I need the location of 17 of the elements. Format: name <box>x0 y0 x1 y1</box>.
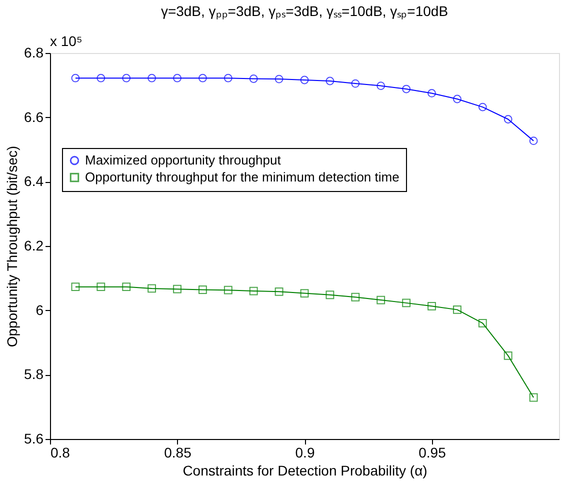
y-tick-label: 6.6 <box>24 108 44 125</box>
y-tick-label: 6.8 <box>24 44 44 60</box>
text: x 10⁵ <box>50 33 82 49</box>
y-axis-title: Opportunity Throughput (bit/sec) <box>4 146 20 348</box>
x-axis-title: Constraints for Detection Probability (α) <box>182 462 428 478</box>
chart-title: γ=3dB, γₚₚ=3dB, γₚₛ=3dB, γₛₛ=10dB, γₛₚ=10dB <box>160 3 448 20</box>
y-tick-label: 5.8 <box>24 366 44 382</box>
x-tick-label: 0.8 <box>50 444 70 460</box>
x-tick-label: 0.9 <box>295 444 315 460</box>
legend-label: Opportunity throughput for the minimum detection time <box>85 170 400 184</box>
y-tick-label: 5.6 <box>24 430 44 446</box>
y-tick-label: 6 <box>36 302 44 318</box>
x-tick-label: 0.95 <box>418 444 446 460</box>
y-tick-label: 6.2 <box>24 238 44 254</box>
y-tick-label: 6.4 <box>24 173 44 190</box>
legend-label: Maximized opportunity throughput <box>85 152 282 168</box>
x-tick-label: 0.85 <box>164 444 192 460</box>
